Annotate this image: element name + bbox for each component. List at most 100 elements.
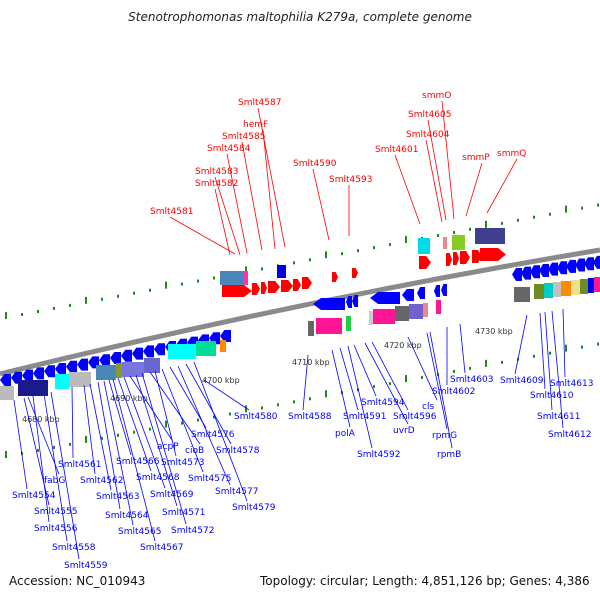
forward-gene-arrow <box>352 268 358 278</box>
tick-mark-lower <box>293 400 295 404</box>
reverse-label-leader <box>108 379 132 456</box>
forward-label-leader <box>441 100 455 220</box>
reverse-gene-label: Smlt4588 <box>288 412 332 422</box>
reverse-gene-label: Smlt4573 <box>161 458 204 468</box>
reverse-gene-arrow <box>143 345 154 358</box>
reverse-gene-label: Smlt4556 <box>34 524 78 534</box>
reverse-gene-box <box>409 304 423 319</box>
tick-mark-lower <box>85 435 87 443</box>
reverse-gene-label: Smlt4562 <box>80 476 123 486</box>
reverse-label-leader <box>27 396 60 475</box>
reverse-gene-arrow <box>346 296 352 308</box>
reverse-label-leader <box>544 311 553 411</box>
reverse-label-leader <box>141 372 187 525</box>
forward-gene-arrow <box>261 282 267 294</box>
forward-gene-label: smmO <box>422 91 451 101</box>
tick-mark-lower <box>117 433 119 437</box>
reverse-gene-arrow <box>313 298 345 310</box>
reverse-label-leader <box>459 323 466 374</box>
reverse-gene-box <box>534 284 544 299</box>
reverse-gene-box <box>168 344 196 359</box>
tick-mark-upper <box>565 205 567 213</box>
reverse-gene-box <box>561 281 571 296</box>
reverse-gene-label: Smlt4575 <box>188 474 231 484</box>
reverse-label-leader <box>371 341 409 411</box>
reverse-gene-box <box>144 358 160 373</box>
reverse-gene-label: Smlt4592 <box>357 450 400 460</box>
reverse-gene-arrow <box>539 263 549 277</box>
tick-mark-lower <box>421 376 423 380</box>
reverse-gene-box <box>220 340 226 352</box>
forward-gene-label: Smlt4604 <box>406 130 450 140</box>
reverse-gene-arrow <box>66 360 77 373</box>
forward-gene-label: Smlt4585 <box>222 132 265 142</box>
reverse-gene-label: Smlt4578 <box>216 446 260 456</box>
reverse-label-leader <box>429 331 453 449</box>
tick-mark-upper <box>309 258 311 262</box>
tick-mark-lower <box>181 421 183 425</box>
reverse-gene-box <box>346 316 351 331</box>
reverse-gene-label: Smlt4564 <box>105 511 149 521</box>
reverse-label-leader <box>112 378 156 542</box>
reverse-gene-label: Smlt4567 <box>140 543 183 553</box>
reverse-gene-label: Smlt4594 <box>361 398 405 408</box>
tick-mark-upper <box>581 206 583 210</box>
reverse-label-leader <box>89 383 112 491</box>
forward-gene-arrow <box>480 248 506 261</box>
reverse-gene-arrow <box>44 365 55 378</box>
reverse-label-leader <box>154 370 177 457</box>
tick-mark-upper <box>437 233 439 237</box>
tick-mark-upper <box>357 249 359 253</box>
forward-gene-arrow <box>446 253 452 266</box>
tick-mark-upper <box>389 243 391 247</box>
forward-gene-label: Smlt4581 <box>150 207 193 217</box>
tick-mark-upper <box>373 246 375 250</box>
reverse-gene-box <box>18 380 48 396</box>
reverse-gene-arrow <box>22 369 33 382</box>
reverse-gene-box <box>122 362 144 377</box>
reverse-gene-arrow <box>55 363 66 375</box>
tick-mark-lower <box>405 375 407 383</box>
forward-label-leader <box>226 153 248 254</box>
tick-mark-lower <box>133 430 135 434</box>
reverse-gene-label: Smlt4572 <box>171 526 214 536</box>
reverse-gene-arrow <box>566 259 576 273</box>
reverse-gene-label: Smlt4568 <box>136 473 180 483</box>
reverse-gene-label: Smlt4565 <box>118 527 161 537</box>
reverse-label-leader <box>331 349 351 428</box>
forward-gene-box <box>220 271 244 285</box>
reverse-gene-label: Smlt4596 <box>393 412 437 422</box>
reverse-gene-label: Smlt4603 <box>450 375 493 385</box>
forward-label-leader <box>427 119 447 221</box>
reverse-gene-label: fabG <box>44 476 65 486</box>
tick-mark-upper <box>245 266 247 274</box>
reverse-label-leader <box>177 365 231 486</box>
reverse-gene-box <box>436 300 441 314</box>
forward-label-leader <box>169 216 236 255</box>
reverse-gene-label: polA <box>335 429 356 439</box>
tick-mark-upper <box>485 220 487 228</box>
forward-gene-label: Smlt4587 <box>238 98 281 108</box>
forward-gene-label: Smlt4590 <box>293 159 337 169</box>
reverse-gene-arrow <box>575 258 585 272</box>
tick-mark-upper <box>501 221 503 225</box>
forward-gene-label: Smlt4582 <box>195 179 238 189</box>
tick-mark-upper <box>149 288 151 292</box>
reverse-gene-arrow <box>417 287 425 299</box>
reverse-label-leader <box>117 377 152 472</box>
reverse-gene-box <box>588 278 594 293</box>
tick-mark-lower <box>469 366 471 370</box>
reverse-gene-label: Smlt4555 <box>34 507 77 517</box>
forward-gene-arrow <box>222 285 252 297</box>
forward-gene-label: Smlt4605 <box>408 110 451 120</box>
tick-mark-lower <box>5 451 7 459</box>
map-title: Stenotrophomonas maltophilia K279a, comp… <box>128 10 472 24</box>
reverse-gene-label: Smlt4613 <box>550 379 593 389</box>
tick-mark-lower <box>373 385 375 389</box>
topology-summary: Topology: circular; Length: 4,851,126 bp… <box>260 574 590 588</box>
reverse-gene-box <box>580 279 588 294</box>
reverse-gene-arrow <box>110 352 121 364</box>
reverse-gene-arrow <box>352 295 358 307</box>
reverse-label-leader <box>203 379 250 411</box>
reverse-gene-arrow <box>434 285 440 297</box>
